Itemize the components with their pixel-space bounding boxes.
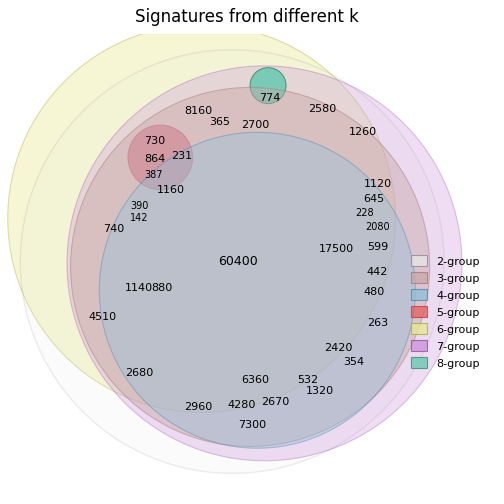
Text: 263: 263 <box>367 318 388 328</box>
Text: 231: 231 <box>171 151 193 161</box>
Text: 8160: 8160 <box>184 106 212 116</box>
Text: 390: 390 <box>130 201 148 211</box>
Circle shape <box>250 68 286 103</box>
Text: 599: 599 <box>367 242 388 252</box>
Circle shape <box>67 66 462 461</box>
Text: 740: 740 <box>103 224 124 234</box>
Text: 1260: 1260 <box>349 128 377 137</box>
Text: 730: 730 <box>144 136 165 146</box>
Text: 2420: 2420 <box>324 343 352 353</box>
Text: 774: 774 <box>259 93 281 103</box>
Circle shape <box>8 25 396 412</box>
Text: 1320: 1320 <box>306 386 334 396</box>
Text: 7300: 7300 <box>238 420 266 430</box>
Text: 60400: 60400 <box>218 255 258 268</box>
Circle shape <box>71 87 429 447</box>
Text: 365: 365 <box>209 116 230 127</box>
Text: 1120: 1120 <box>363 179 392 190</box>
Text: 480: 480 <box>363 287 385 297</box>
Text: 354: 354 <box>344 357 365 367</box>
Text: 880: 880 <box>151 283 173 293</box>
Text: 2670: 2670 <box>261 397 289 407</box>
Text: 4510: 4510 <box>89 312 116 322</box>
Text: 2080: 2080 <box>365 222 390 232</box>
Circle shape <box>99 132 415 448</box>
Text: 2680: 2680 <box>124 368 153 378</box>
Text: 2960: 2960 <box>184 402 212 412</box>
Text: 387: 387 <box>144 170 163 180</box>
Text: 645: 645 <box>363 194 385 204</box>
Text: 2700: 2700 <box>241 120 270 130</box>
Text: 17500: 17500 <box>319 244 354 254</box>
Text: 864: 864 <box>144 154 165 164</box>
Text: 2580: 2580 <box>308 104 336 114</box>
Text: 1140: 1140 <box>124 283 153 293</box>
Title: Signatures from different k: Signatures from different k <box>135 9 358 26</box>
Text: 142: 142 <box>130 214 148 223</box>
Text: 532: 532 <box>297 375 318 385</box>
Legend: 2-group, 3-group, 4-group, 5-group, 6-group, 7-group, 8-group: 2-group, 3-group, 4-group, 5-group, 6-gr… <box>407 252 483 372</box>
Text: 4280: 4280 <box>227 400 256 410</box>
Text: 228: 228 <box>356 208 374 218</box>
Circle shape <box>128 125 193 190</box>
Text: 6360: 6360 <box>241 375 270 385</box>
Circle shape <box>20 50 444 473</box>
Text: 442: 442 <box>367 267 388 277</box>
Text: 1160: 1160 <box>157 185 185 195</box>
